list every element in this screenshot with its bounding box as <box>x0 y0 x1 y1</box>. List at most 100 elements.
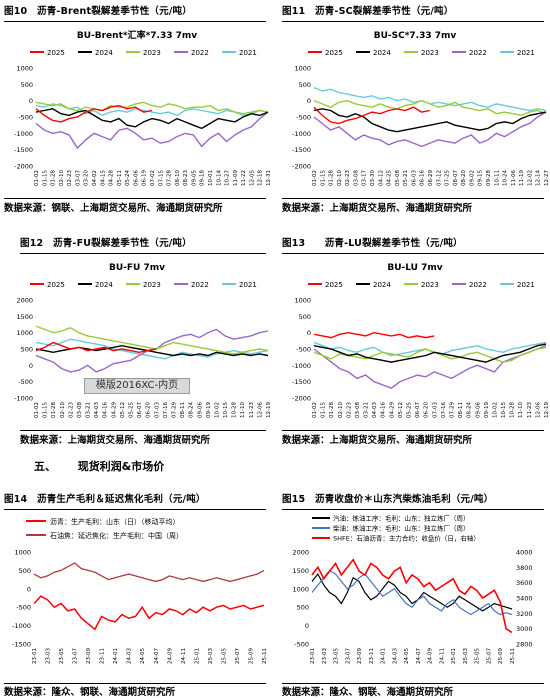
x-tick-label: 03-17 <box>362 170 368 186</box>
x-tick-label: 23-01 <box>32 648 38 664</box>
legend-label: 2024 <box>373 49 391 57</box>
x-tick-label: 09-19 <box>484 402 490 418</box>
source-rule <box>4 198 266 199</box>
source-rule <box>20 430 266 431</box>
x-tick-label: 23-07 <box>73 648 79 664</box>
figure-title: 图15 沥青收盘价＊山东汽柴炼油毛利（元/吨） <box>282 494 494 505</box>
x-tick-label: 07-29 <box>449 402 455 418</box>
x-tick-label: 06-07 <box>137 402 143 418</box>
x-tick-label: 01-02 <box>34 170 40 186</box>
y-tick-label: 500 <box>297 604 309 612</box>
x-tick-label: 01-15 <box>320 170 326 186</box>
x-tick-label: 04-29 <box>389 402 395 418</box>
y-tick-label: 0 <box>307 329 311 337</box>
legend-label: 2021 <box>239 281 257 289</box>
x-tick-label: 23-07 <box>345 648 351 664</box>
legend-label: 2025 <box>47 49 65 57</box>
y-tick-label: 500 <box>21 346 33 354</box>
x-tick-label: 05-08 <box>395 170 401 186</box>
series-line-2022 <box>35 111 269 150</box>
x-tick-label: 23-03 <box>322 648 328 664</box>
title-rule <box>4 509 266 510</box>
x-tick-label: 09-15 <box>478 170 484 186</box>
legend-label: 2024 <box>95 281 113 289</box>
x-tick-label: 25-11 <box>262 648 268 664</box>
section-number: 五、 <box>34 460 56 473</box>
x-tick-label: 02-10 <box>60 402 66 418</box>
x-tick-label: 11-23 <box>527 402 533 418</box>
source-note: 数据来源：上海期货交易所、海通期货研究所 <box>20 435 211 446</box>
y-tick-label: 1500 <box>292 567 309 575</box>
x-tick-label: 25-07 <box>235 648 241 664</box>
x-tick-label: 05-11 <box>117 170 123 186</box>
x-tick-label: 07-03 <box>154 402 160 418</box>
y-tick-label: -1000 <box>292 130 311 138</box>
x-tick-label: 09-06 <box>197 402 203 418</box>
x-tick-label: 10-11 <box>494 170 500 186</box>
series-line-2022 <box>313 345 547 389</box>
x-tick-label: 12-18 <box>258 170 264 186</box>
x-tick-label: 05-12 <box>120 402 126 418</box>
y-tick-label: 500 <box>299 313 311 321</box>
x-tick-label: 01-02 <box>312 402 318 418</box>
x-tick-label: 25-01 <box>194 648 200 664</box>
x-tick-label: 23-09 <box>86 648 92 664</box>
x-tick-label: 03-21 <box>364 402 370 418</box>
legend-label: 2022 <box>469 49 487 57</box>
chart-title: BU-FU 7mv <box>109 263 165 273</box>
series-line-2025 <box>35 341 157 354</box>
series-line-2023 <box>35 325 269 355</box>
legend-label: 2021 <box>517 49 535 57</box>
chart-close-vs-refining-margin: 汽油：炼油工序：毛利：山东：独立炼厂（周）柴油：炼油工序：毛利：山东：独立炼厂（… <box>292 514 532 664</box>
y-tick-label: 0 <box>29 362 33 370</box>
x-tick-label: 04-29 <box>111 402 117 418</box>
x-tick-label: 01-15 <box>43 402 49 418</box>
x-tick-label: 24-07 <box>416 648 422 664</box>
legend-label: 2021 <box>239 49 257 57</box>
x-tick-label: 04-16 <box>103 402 109 418</box>
figure-title: 图11 沥青-SC裂解差季节性（元/吨） <box>282 6 454 17</box>
x-tick-label: 25-05 <box>475 648 481 664</box>
x-tick-label: 06-20 <box>146 402 152 418</box>
x-tick-label: 08-10 <box>175 170 181 186</box>
chart-bu-brent: BU-Brent*汇率*7.33 7mv 2025 2024 2023 2022 2021… <box>14 29 272 186</box>
x-tick-label: 10-15 <box>501 402 507 418</box>
chart-bu-lu: BU-LU 7mv 2025 2024 2023 2022 2021 -2000 -1500 -… <box>292 263 550 418</box>
x-tick-label: 10-15 <box>223 402 229 418</box>
x-tick-label: 23-09 <box>357 648 363 664</box>
x-tick-label: 07-02 <box>150 170 156 186</box>
x-tick-label: 11-10 <box>240 402 246 418</box>
x-tick-label: 06-03 <box>411 170 417 186</box>
section-heading: 五、 现货利润&市场价 <box>34 458 164 474</box>
x-tick-label: 05-12 <box>398 402 404 418</box>
x-tick-label: 25-07 <box>486 648 492 664</box>
x-tick-label: 10-24 <box>503 170 509 186</box>
x-tick-label: 24-09 <box>428 648 434 664</box>
y-tick-label: -2000 <box>292 163 311 171</box>
title-rule <box>282 21 544 22</box>
source-note: 数据来源：隆众、钢联、海通期货研究所 <box>4 687 176 698</box>
y-tick-label: 0 <box>305 622 309 630</box>
y-tick-label: 2000 <box>292 549 309 557</box>
x-tick-label: 08-24 <box>189 402 195 418</box>
x-tick-label: 04-25 <box>387 170 393 186</box>
x-tick-label: 01-02 <box>312 170 318 186</box>
chart-title: BU-Brent*汇率*7.33 7mv <box>77 29 197 41</box>
x-tick-label: 12-27 <box>544 170 550 186</box>
x-tick-label: 10-02 <box>492 402 498 418</box>
x-tick-label: 24-05 <box>140 648 146 664</box>
template-stamp: 模版2016XC-内页 <box>84 378 190 394</box>
figure-15: 图15 沥青收盘价＊山东汽柴炼油毛利（元/吨） 汽油：炼油工序：毛利：山东：独立… <box>278 488 550 698</box>
y-tick-label: 1000 <box>292 585 309 593</box>
chart-bu-sc: BU-SC*7.33 7mv 2025 2024 2023 2022 2021 -2000 -… <box>292 31 550 186</box>
x-tick-label: 05-25 <box>407 402 413 418</box>
series-line-2023 <box>35 101 269 115</box>
x-tick-label: 02-23 <box>68 402 74 418</box>
x-tick-label: 02-10 <box>338 402 344 418</box>
legend-label: 2025 <box>325 281 343 289</box>
section-title: 现货利润&市场价 <box>77 460 165 473</box>
x-tick-label: 25-01 <box>451 648 457 664</box>
legend-label: 2025 <box>47 281 65 289</box>
x-tick-label: 03-08 <box>77 402 83 418</box>
source-rule <box>4 683 266 684</box>
